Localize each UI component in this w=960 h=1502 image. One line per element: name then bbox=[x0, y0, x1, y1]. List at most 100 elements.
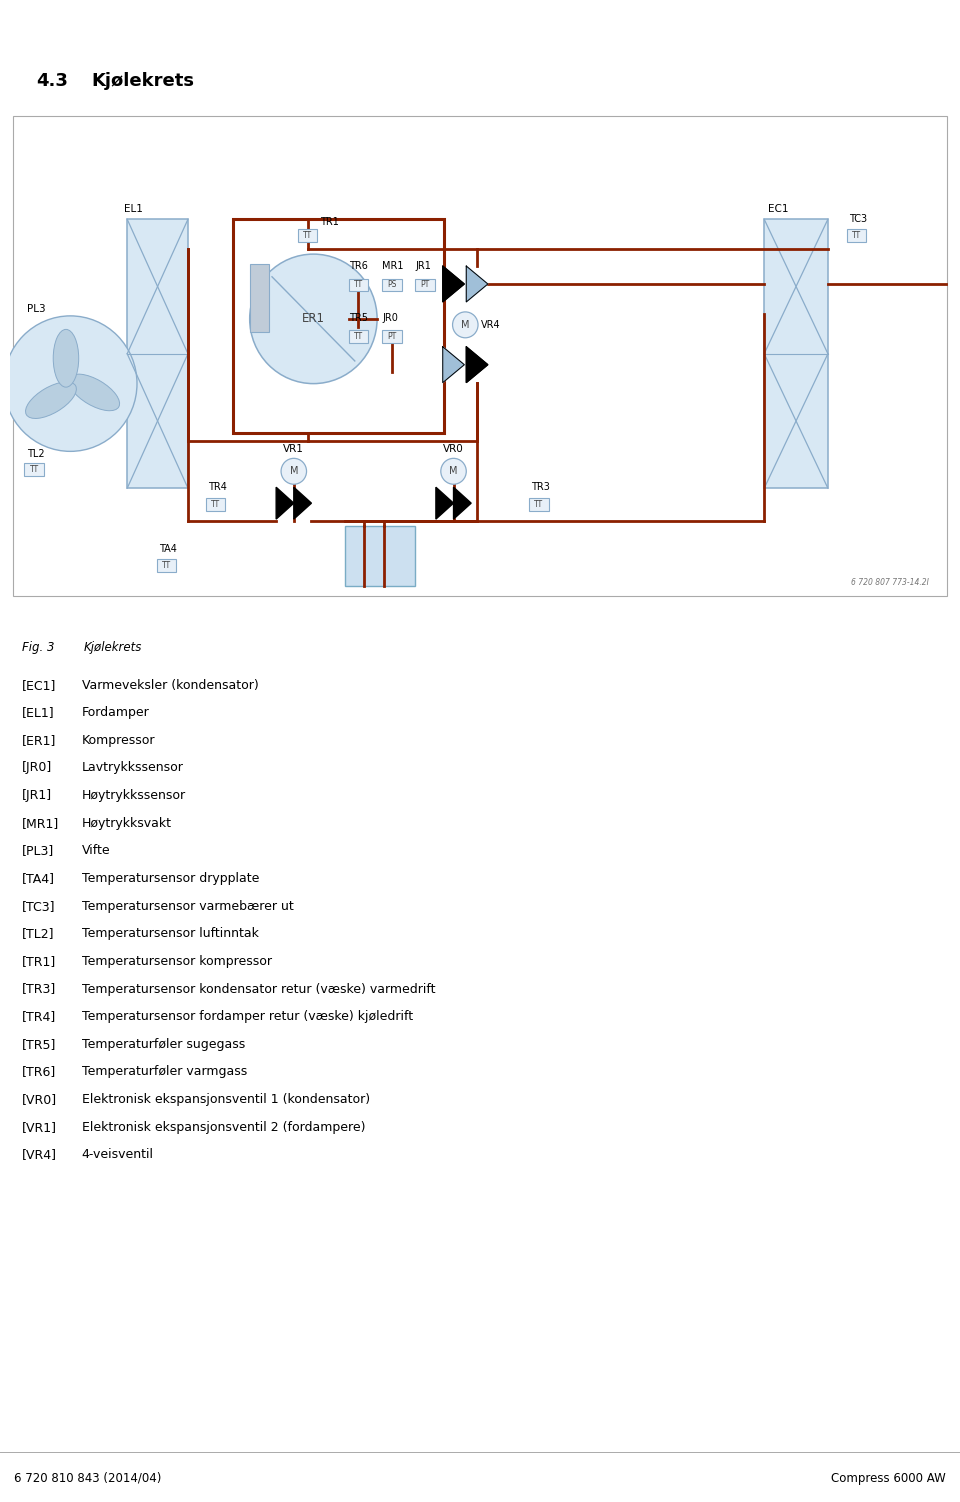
Bar bbox=[205, 497, 226, 511]
Text: [TR3]: [TR3] bbox=[22, 982, 57, 996]
Text: [VR4]: [VR4] bbox=[22, 1149, 58, 1161]
Bar bbox=[416, 278, 435, 291]
Bar bbox=[348, 278, 369, 291]
Polygon shape bbox=[276, 487, 294, 520]
Text: 4-veisventil: 4-veisventil bbox=[82, 1149, 154, 1161]
Text: JR1: JR1 bbox=[416, 261, 431, 270]
Text: TT: TT bbox=[162, 562, 171, 571]
Text: Vifte: Vifte bbox=[82, 844, 110, 858]
Text: [TC3]: [TC3] bbox=[22, 900, 56, 913]
Polygon shape bbox=[443, 347, 465, 383]
Text: Temperatursensor varmebærer ut: Temperatursensor varmebærer ut bbox=[82, 900, 294, 913]
Text: Temperatursensor kompressor: Temperatursensor kompressor bbox=[82, 955, 272, 967]
Text: Lavtrykkssensor: Lavtrykkssensor bbox=[82, 762, 183, 775]
Circle shape bbox=[281, 458, 306, 484]
Text: [PL3]: [PL3] bbox=[22, 844, 55, 858]
Text: Temperatursensor kondensator retur (væske) varmedrift: Temperatursensor kondensator retur (væsk… bbox=[82, 982, 435, 996]
Text: TT: TT bbox=[303, 231, 312, 240]
Text: Temperatursensor drypplate: Temperatursensor drypplate bbox=[82, 873, 259, 885]
Polygon shape bbox=[467, 347, 488, 383]
Text: TT: TT bbox=[534, 500, 543, 509]
Text: [VR0]: [VR0] bbox=[22, 1093, 58, 1105]
Text: M: M bbox=[449, 466, 458, 476]
Text: TT: TT bbox=[354, 281, 363, 290]
Text: TL2: TL2 bbox=[27, 449, 45, 460]
Text: 6 720 807 773-14.2I: 6 720 807 773-14.2I bbox=[851, 578, 929, 587]
Text: [JR0]: [JR0] bbox=[22, 762, 53, 775]
Bar bbox=[24, 463, 44, 476]
Text: 8 | Tekniske spesifikasjoner: 8 | Tekniske spesifikasjoner bbox=[12, 18, 218, 30]
Text: MR1: MR1 bbox=[382, 261, 403, 270]
Circle shape bbox=[250, 254, 377, 383]
Bar bbox=[764, 219, 828, 488]
Circle shape bbox=[4, 315, 137, 452]
Polygon shape bbox=[453, 487, 471, 520]
Circle shape bbox=[452, 312, 478, 338]
Ellipse shape bbox=[69, 374, 120, 410]
Bar bbox=[847, 228, 866, 242]
Text: Kjølekrets: Kjølekrets bbox=[84, 641, 142, 655]
Text: [TL2]: [TL2] bbox=[22, 927, 55, 940]
Text: [TA4]: [TA4] bbox=[22, 873, 56, 885]
Text: TT: TT bbox=[211, 500, 220, 509]
Text: 6 720 810 843 (2014/04): 6 720 810 843 (2014/04) bbox=[14, 1472, 162, 1484]
Bar bbox=[348, 330, 369, 344]
Text: [EC1]: [EC1] bbox=[22, 679, 57, 691]
Polygon shape bbox=[294, 487, 311, 520]
Text: PT: PT bbox=[387, 332, 396, 341]
Text: Temperaturføler varmgass: Temperaturføler varmgass bbox=[82, 1065, 247, 1078]
Text: Temperatursensor luftinntak: Temperatursensor luftinntak bbox=[82, 927, 258, 940]
Text: TA4: TA4 bbox=[158, 544, 177, 554]
Text: [JR1]: [JR1] bbox=[22, 789, 53, 802]
Text: Kompressor: Kompressor bbox=[82, 734, 156, 746]
Bar bbox=[250, 264, 270, 332]
Text: [TR5]: [TR5] bbox=[22, 1038, 57, 1051]
Ellipse shape bbox=[53, 329, 79, 388]
Text: PL3: PL3 bbox=[27, 303, 46, 314]
Text: M: M bbox=[461, 320, 469, 330]
Text: 4.3: 4.3 bbox=[36, 72, 68, 90]
Ellipse shape bbox=[26, 382, 77, 419]
Text: PT: PT bbox=[420, 281, 430, 290]
Bar bbox=[298, 228, 318, 242]
Text: [MR1]: [MR1] bbox=[22, 817, 60, 829]
Text: TR1: TR1 bbox=[321, 218, 339, 227]
Text: TT: TT bbox=[30, 464, 38, 473]
Text: Kjølekrets: Kjølekrets bbox=[91, 72, 194, 90]
Text: TT: TT bbox=[852, 231, 861, 240]
Circle shape bbox=[441, 458, 467, 484]
Text: [TR6]: [TR6] bbox=[22, 1065, 57, 1078]
Text: ER1: ER1 bbox=[301, 312, 324, 326]
Text: [ER1]: [ER1] bbox=[22, 734, 57, 746]
Text: TR3: TR3 bbox=[531, 482, 550, 493]
Text: Varmeveksler (kondensator): Varmeveksler (kondensator) bbox=[82, 679, 258, 691]
Text: EL1: EL1 bbox=[124, 204, 143, 215]
Text: Compress 6000 AW: Compress 6000 AW bbox=[830, 1472, 946, 1484]
Text: [VR1]: [VR1] bbox=[22, 1120, 58, 1134]
Text: JR0: JR0 bbox=[382, 312, 397, 323]
Text: EC1: EC1 bbox=[768, 204, 788, 215]
Text: M: M bbox=[290, 466, 298, 476]
Text: [EL1]: [EL1] bbox=[22, 706, 55, 719]
Polygon shape bbox=[436, 487, 453, 520]
Text: TR6: TR6 bbox=[348, 261, 368, 270]
Text: Elektronisk ekspansjonsventil 2 (fordampere): Elektronisk ekspansjonsventil 2 (fordamp… bbox=[82, 1120, 365, 1134]
Bar bbox=[382, 278, 401, 291]
Bar bbox=[156, 559, 177, 572]
Text: [TR4]: [TR4] bbox=[22, 1011, 57, 1023]
Bar bbox=[529, 497, 548, 511]
Text: TC3: TC3 bbox=[850, 215, 868, 224]
Text: Fordamper: Fordamper bbox=[82, 706, 150, 719]
Bar bbox=[233, 219, 444, 434]
Text: TR4: TR4 bbox=[207, 482, 227, 493]
Text: Temperatursensor fordamper retur (væske) kjøledrift: Temperatursensor fordamper retur (væske)… bbox=[82, 1011, 413, 1023]
Bar bbox=[127, 219, 188, 488]
Text: TT: TT bbox=[354, 332, 363, 341]
Bar bbox=[345, 526, 416, 586]
Text: [TR1]: [TR1] bbox=[22, 955, 57, 967]
Text: Høytrykksvakt: Høytrykksvakt bbox=[82, 817, 172, 829]
Polygon shape bbox=[467, 266, 488, 302]
Text: Fig. 3: Fig. 3 bbox=[22, 641, 55, 655]
Text: TR5: TR5 bbox=[348, 312, 368, 323]
Text: VR0: VR0 bbox=[444, 445, 464, 454]
